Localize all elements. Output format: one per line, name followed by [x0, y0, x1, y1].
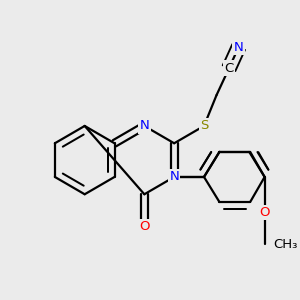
Text: N: N — [234, 40, 244, 53]
Text: O: O — [260, 206, 270, 219]
Text: N: N — [140, 119, 149, 132]
Text: CH₃: CH₃ — [273, 238, 298, 251]
Text: O: O — [139, 220, 150, 233]
Text: C: C — [224, 62, 234, 75]
Text: N: N — [169, 170, 179, 183]
Text: S: S — [200, 119, 208, 132]
